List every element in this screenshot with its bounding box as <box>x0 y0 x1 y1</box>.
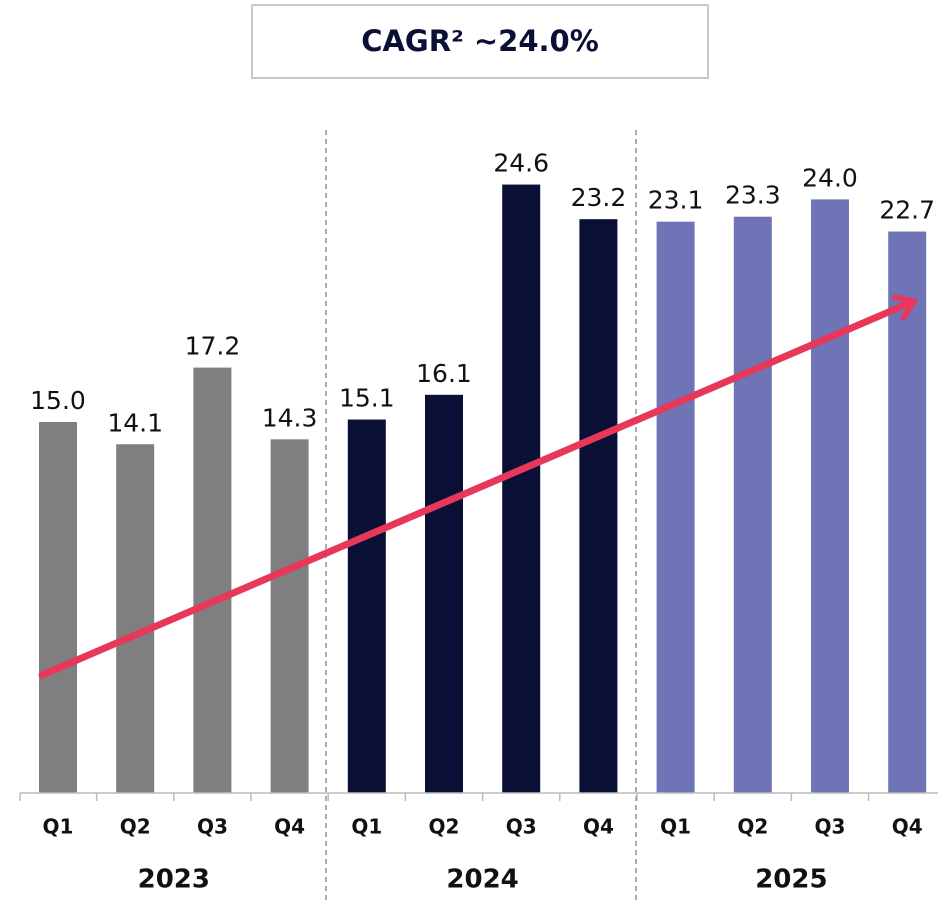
bar <box>811 199 849 793</box>
bar <box>502 184 541 793</box>
value-label: 15.1 <box>339 384 395 413</box>
value-label: 14.1 <box>107 408 163 437</box>
value-label: 23.3 <box>725 181 781 210</box>
bar <box>347 419 386 793</box>
bar <box>579 219 618 794</box>
x-tick-label: Q4 <box>274 815 305 839</box>
trend-arrow <box>38 294 918 679</box>
bar <box>733 216 772 794</box>
x-tick-label: Q2 <box>120 815 151 839</box>
group-label: 2024 <box>446 865 518 895</box>
x-tick-label: Q1 <box>351 815 382 839</box>
bar <box>270 439 309 793</box>
bar <box>888 231 927 793</box>
value-label: 22.7 <box>879 196 935 225</box>
value-label: 23.2 <box>571 183 627 212</box>
title-box <box>251 4 709 79</box>
x-tick-label: Q3 <box>197 815 228 839</box>
group-label: 2025 <box>755 865 827 895</box>
value-label: 24.0 <box>802 163 858 192</box>
chart-title: CAGR² ~24.0% <box>361 24 599 58</box>
x-tick-label: Q2 <box>737 815 768 839</box>
bar <box>193 367 232 793</box>
value-label: 23.1 <box>648 186 704 215</box>
x-tick-label: Q2 <box>429 815 460 839</box>
bar <box>656 221 695 793</box>
value-label: 17.2 <box>185 332 241 361</box>
x-tick-label: Q1 <box>43 815 74 839</box>
group-label: 2023 <box>138 865 210 895</box>
bar <box>116 444 155 793</box>
x-tick-label: Q4 <box>583 815 614 839</box>
bar <box>39 422 77 793</box>
value-label: 15.0 <box>30 386 86 415</box>
x-tick-label: Q3 <box>506 815 537 839</box>
bar <box>425 394 463 793</box>
x-tick-label: Q4 <box>892 815 923 839</box>
x-tick-label: Q1 <box>660 815 691 839</box>
value-label: 14.3 <box>262 403 318 432</box>
value-label: 16.1 <box>416 359 472 388</box>
x-tick-label: Q3 <box>815 815 846 839</box>
value-label: 24.6 <box>493 149 549 178</box>
